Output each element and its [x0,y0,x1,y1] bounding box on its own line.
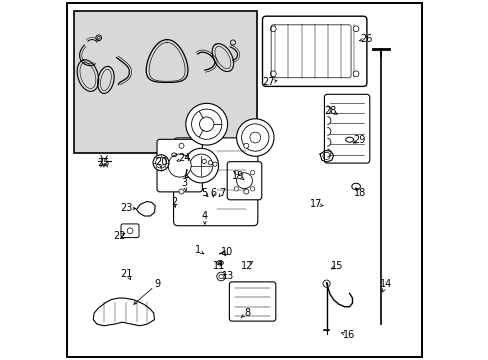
Circle shape [199,117,213,131]
Circle shape [212,162,217,166]
Circle shape [250,187,254,191]
Circle shape [155,157,166,168]
Text: 23: 23 [120,203,132,213]
FancyBboxPatch shape [173,138,257,226]
Text: 15: 15 [330,261,343,271]
Text: 21: 21 [120,269,132,279]
Circle shape [241,124,268,151]
FancyBboxPatch shape [324,94,369,163]
Text: 17: 17 [309,199,321,210]
Circle shape [208,161,212,165]
Text: 24: 24 [178,153,190,163]
Circle shape [352,26,358,32]
Circle shape [202,159,206,163]
Circle shape [179,143,183,148]
Circle shape [101,158,107,164]
Text: 4: 4 [202,211,207,221]
Text: 18: 18 [353,188,365,198]
Text: 26: 26 [360,34,372,44]
Circle shape [236,119,273,156]
FancyBboxPatch shape [157,139,202,192]
Text: 1: 1 [194,245,201,255]
FancyBboxPatch shape [229,282,275,321]
Text: 12: 12 [241,261,253,271]
Text: 10: 10 [221,247,233,257]
Circle shape [250,170,254,175]
Text: 28: 28 [324,106,336,116]
Text: 20: 20 [155,157,167,167]
Text: 11: 11 [212,261,224,271]
Polygon shape [136,202,155,216]
Circle shape [183,148,218,183]
Circle shape [168,154,191,177]
Polygon shape [93,298,154,326]
Circle shape [270,71,276,77]
Text: 8: 8 [244,308,250,318]
Circle shape [270,26,276,32]
FancyBboxPatch shape [121,224,139,238]
Circle shape [179,189,183,194]
Text: 14: 14 [379,279,391,289]
Text: 7: 7 [219,188,225,198]
Circle shape [244,143,248,148]
Text: 19: 19 [232,171,244,181]
Circle shape [191,109,222,139]
Text: 2: 2 [171,197,177,207]
Circle shape [234,187,238,191]
Text: 3: 3 [181,178,187,188]
FancyBboxPatch shape [262,16,366,86]
Text: 29: 29 [352,135,365,145]
Text: 6: 6 [210,188,216,198]
Text: 13: 13 [222,271,234,282]
FancyBboxPatch shape [227,162,261,200]
Circle shape [244,189,248,194]
Circle shape [234,170,238,175]
Circle shape [249,132,260,143]
Text: 16: 16 [342,330,354,340]
Text: 25: 25 [97,158,109,168]
Circle shape [189,154,212,177]
Circle shape [352,71,358,77]
Circle shape [153,155,168,171]
Text: 27: 27 [262,77,275,87]
Bar [73,11,257,153]
Text: 9: 9 [154,279,160,289]
Circle shape [185,103,227,145]
Circle shape [236,173,252,189]
Text: 5: 5 [201,188,207,198]
Text: 22: 22 [113,231,125,241]
